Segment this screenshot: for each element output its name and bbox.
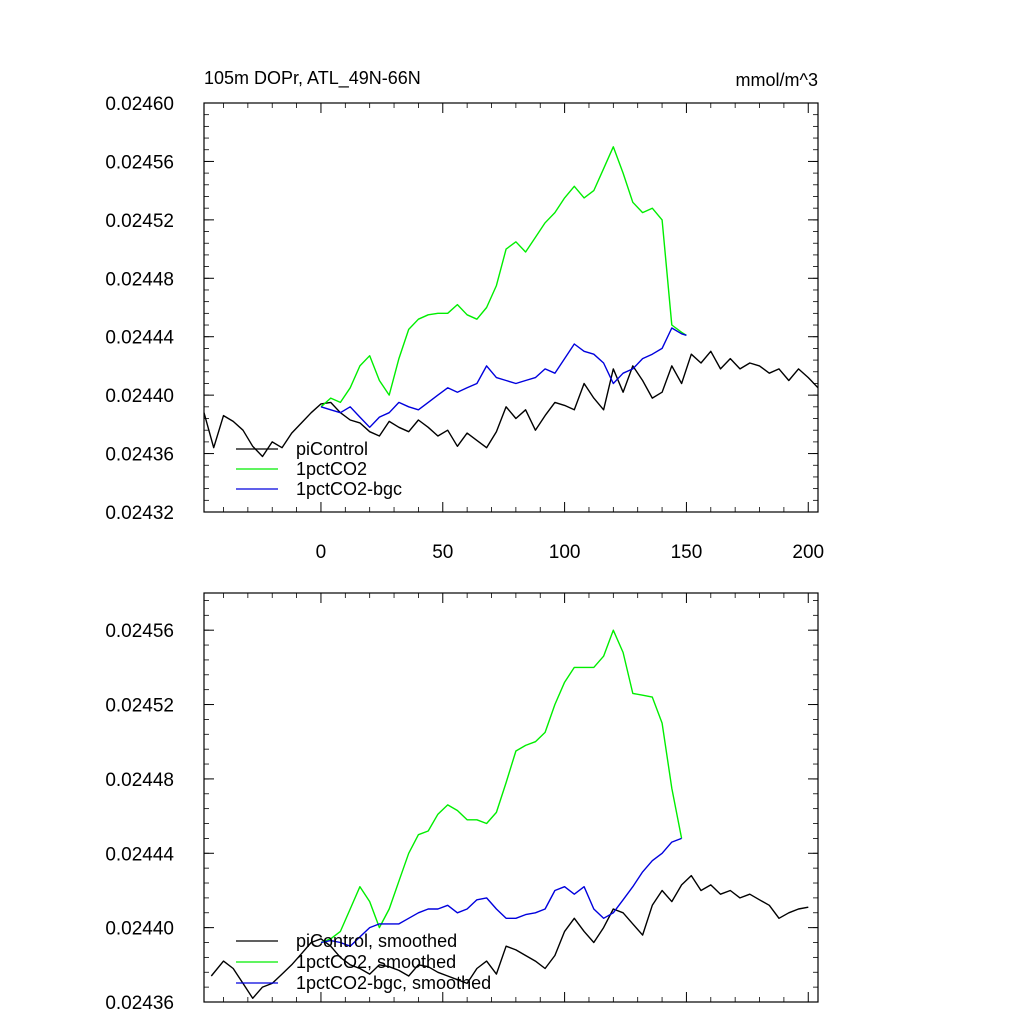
- chart-title: 105m DOPr, ATL_49N-66N: [204, 68, 421, 89]
- y-tick-label: 0.02432: [105, 503, 174, 524]
- x-tick-label: 100: [549, 542, 581, 563]
- y-tick-label: 0.02460: [105, 94, 174, 115]
- y-tick-label: 0.02440: [105, 919, 174, 940]
- legend-top: piControl 1pctCO2 1pctCO2-bgc: [236, 439, 402, 499]
- series-line-1pctco2: [320, 146, 687, 408]
- legend-label-1pctco2-smoothed: 1pctCO2, smoothed: [296, 952, 456, 972]
- y-tick-label: 0.02452: [105, 211, 174, 232]
- legend-label-picontrol: piControl: [296, 439, 368, 459]
- legend-label-1pctco2-bgc-smoothed: 1pctCO2-bgc, smoothed: [296, 973, 491, 993]
- x-tick-label: 0: [316, 542, 327, 563]
- series-line-1pctco2-bgc: [320, 327, 687, 428]
- y-tick-label: 0.02444: [105, 844, 174, 865]
- legend-bottom: piControl, smoothed 1pctCO2, smoothed 1p…: [236, 931, 491, 993]
- series-line-1pctco2-bgc-smoothed: [320, 837, 682, 947]
- y-tick-label: 0.02436: [105, 445, 174, 466]
- y-tick-label: 0.02448: [105, 269, 174, 290]
- y-tick-label: 0.02456: [105, 152, 174, 173]
- plot-frame-top: [203, 102, 819, 513]
- legend-label-1pctco2: 1pctCO2: [296, 459, 367, 479]
- y-tick-label: 0.02456: [105, 621, 174, 642]
- series-line-1pctco2-smoothed: [320, 629, 683, 944]
- series-line-picontrol: [203, 350, 819, 458]
- plot-frame-bottom: [203, 592, 819, 1003]
- y-tick-label: 0.02452: [105, 696, 174, 717]
- bottom-panel: 0.02456 0.02452 0.02448 0.02444 0.02440 0.024…: [105, 592, 819, 1014]
- y-tick-label: 0.02448: [105, 770, 174, 791]
- legend-label-1pctco2-bgc: 1pctCO2-bgc: [296, 479, 402, 499]
- y-tick-label: 0.02444: [105, 328, 174, 349]
- x-tick-label: 200: [792, 542, 824, 563]
- legend-label-picontrol-smoothed: piControl, smoothed: [296, 931, 457, 951]
- x-tick-label: 50: [432, 542, 453, 563]
- y-tick-label: 0.02440: [105, 386, 174, 407]
- series-line-picontrol-smoothed: [210, 874, 809, 999]
- x-tick-label: 150: [671, 542, 703, 563]
- y-tick-label: 0.02436: [105, 993, 174, 1014]
- units-label: mmol/m^3: [736, 70, 818, 90]
- top-panel: 105m DOPr, ATL_49N-66N mmol/m^3 0.02460 0…: [105, 68, 824, 563]
